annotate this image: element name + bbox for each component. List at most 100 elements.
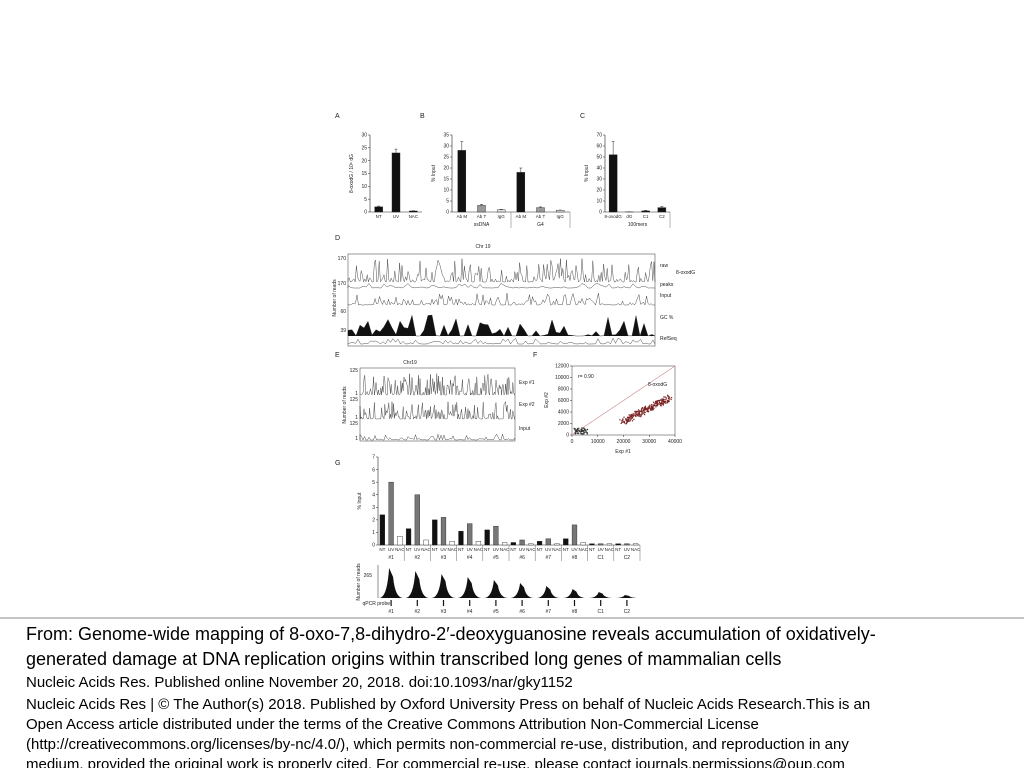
y-tick-label: 3 <box>372 505 375 511</box>
bar <box>374 206 383 213</box>
y-tick-label: 10000 <box>555 375 569 381</box>
point-cloud <box>655 402 658 404</box>
point-cloud <box>656 401 658 403</box>
bar <box>502 542 508 546</box>
y-tick-label: 15 <box>361 171 367 177</box>
point-cloud <box>667 397 670 400</box>
bar <box>624 543 630 546</box>
point-cloud <box>630 413 633 416</box>
point-cloud <box>665 397 668 399</box>
x-tick-label: Ab T <box>477 214 487 219</box>
track-scale: 125 <box>350 421 359 427</box>
point-cloud <box>581 433 583 435</box>
x-tick-label: Ab M <box>516 214 527 219</box>
bar <box>641 210 650 213</box>
y-tick-label: 6 <box>372 467 375 473</box>
track-scale: 125 <box>350 397 359 403</box>
point-cloud <box>636 414 639 416</box>
annotation: r= 0.90 <box>578 374 594 380</box>
caption-title: From: Genome-wide mapping of 8-oxo-7,8-d… <box>26 624 876 644</box>
point-cloud <box>629 417 631 420</box>
point-cloud <box>661 398 663 400</box>
y-tick-label: 4000 <box>558 410 569 416</box>
x-tick-label: 8-oxodG <box>604 214 622 219</box>
y-tick-label: 40 <box>596 166 602 172</box>
point-cloud <box>657 402 659 405</box>
track-label: GC % <box>660 315 674 321</box>
probe-name: C2 <box>624 609 631 615</box>
bar <box>519 539 525 546</box>
point-cloud <box>625 418 627 420</box>
group-label: C2 <box>624 555 631 561</box>
error-bar <box>611 141 615 155</box>
x-tick-label: UV <box>440 547 446 552</box>
y-tick-label: 30 <box>361 133 367 139</box>
group-label: #6 <box>519 555 525 561</box>
x-tick-label: NAC <box>526 547 536 552</box>
error-bar <box>539 206 542 208</box>
y-tick-label: 30 <box>443 144 449 150</box>
y-tick-label: 2 <box>372 518 375 524</box>
y-axis-label: % Input <box>584 164 590 182</box>
error-bar <box>394 148 398 153</box>
point-cloud <box>583 432 585 435</box>
point-cloud <box>586 428 588 431</box>
caption-text: Nucleic Acids Res. Published online Nove… <box>26 674 573 691</box>
track-signal <box>347 258 656 283</box>
bar <box>397 536 403 546</box>
track-signal <box>347 314 656 337</box>
y-tick-label: 20 <box>443 166 449 172</box>
x-tick-label: NAC <box>395 547 405 552</box>
panel-letter: G <box>335 460 340 467</box>
probe-name: #5 <box>493 609 499 615</box>
point-cloud <box>644 405 647 408</box>
y-tick-label: 50 <box>596 155 602 161</box>
point-cloud <box>653 403 655 406</box>
point-cloud <box>656 400 658 402</box>
x-tick-label: NT <box>484 547 490 552</box>
x-tick-label: NT <box>510 547 516 552</box>
point-cloud <box>635 411 638 413</box>
point-cloud <box>634 411 636 413</box>
point-cloud <box>623 420 625 423</box>
point-cloud <box>651 407 653 409</box>
point-cloud <box>583 427 585 430</box>
caption-title: generated damage at DNA replication orig… <box>26 649 781 669</box>
y-axis-label: % Input <box>431 164 437 182</box>
y-tick-label: 70 <box>596 133 602 139</box>
point-cloud <box>662 399 665 401</box>
point-cloud <box>578 430 580 433</box>
x-tick-label: dG <box>626 214 633 219</box>
bar <box>580 542 586 546</box>
point-cloud <box>635 415 637 418</box>
x-tick-label: IgG <box>557 214 565 219</box>
point-cloud <box>623 416 625 418</box>
peak-shape <box>405 571 430 598</box>
point-cloud <box>576 432 579 434</box>
x-tick-label: NAC <box>631 547 641 552</box>
point-cloud <box>663 396 665 398</box>
bar <box>423 539 429 546</box>
point-cloud <box>653 404 655 407</box>
track-signal <box>359 401 515 420</box>
probe-name: #8 <box>572 609 578 615</box>
peak-shape <box>562 589 587 598</box>
x-tick-label: NT <box>458 547 464 552</box>
point-cloud <box>635 413 637 415</box>
point-cloud <box>625 419 627 421</box>
x-tick-label: UV <box>393 214 399 219</box>
bar <box>388 481 394 546</box>
peak-shape <box>588 592 613 598</box>
bar <box>598 543 604 546</box>
point-cloud <box>651 409 653 411</box>
x-tick-label: NAC <box>605 547 615 552</box>
track-scale: 170 <box>338 256 347 262</box>
point-cloud <box>633 418 635 421</box>
y-tick-label: 20 <box>596 188 602 194</box>
track-label: Input <box>519 426 531 432</box>
y-tick-label: 0 <box>364 210 367 216</box>
x-tick-label: UV <box>571 547 577 552</box>
track-scale: 1 <box>355 436 358 442</box>
point-cloud <box>660 402 662 404</box>
x-tick-label: NT <box>589 547 595 552</box>
